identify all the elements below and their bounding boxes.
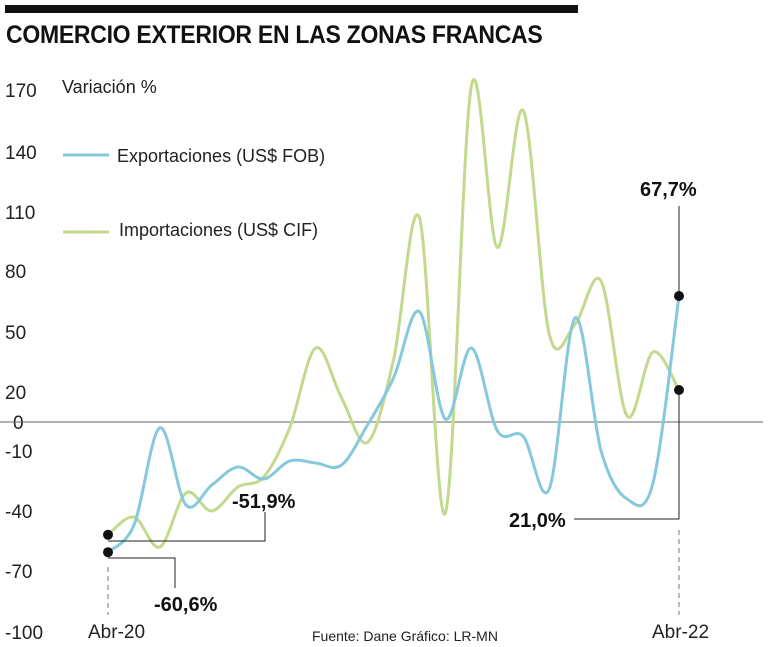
y-tick-label: -40 — [5, 502, 32, 523]
y-tick-label: 110 — [5, 203, 35, 224]
top-rule — [5, 5, 578, 13]
leader-line-imp-end — [574, 394, 680, 520]
legend-label-importaciones: Importaciones (US$ CIF) — [119, 220, 318, 240]
annotation-exp-end: 67,7% — [640, 179, 697, 201]
x-tick-label-start: Abr-20 — [88, 622, 145, 643]
series-line-importaciones — [107, 78, 681, 549]
source-note: Fuente: Dane Gráfico: LR-MN — [312, 628, 498, 644]
leader-line-exp-start — [108, 557, 176, 588]
annotation-exp-start: -60,6% — [154, 594, 218, 616]
marker-imp-end — [674, 385, 684, 395]
y-axis-ticks: 170 140 110 80 50 20 0 -10 -40 -70 -100 — [5, 81, 43, 644]
x-tick-label-end: Abr-22 — [652, 622, 709, 643]
y-tick-label: -70 — [5, 562, 32, 583]
annotation-imp-end: 21,0% — [509, 510, 566, 532]
legend: Exportaciones (US$ FOB) Importaciones (U… — [63, 146, 325, 240]
marker-exp-start — [103, 547, 113, 558]
y-tick-label: 170 — [5, 81, 37, 102]
y-tick-label: -100 — [5, 623, 43, 644]
annotation-imp-start: -51,9% — [232, 491, 296, 513]
y-axis-label: Variación % — [62, 77, 157, 97]
marker-imp-start — [103, 529, 113, 540]
y-tick-label: 140 — [5, 143, 37, 164]
y-tick-label: 20 — [5, 383, 26, 404]
leader-line-imp-start — [108, 512, 266, 542]
chart-title: COMERCIO EXTERIOR EN LAS ZONAS FRANCAS — [6, 21, 543, 49]
y-tick-label: 80 — [5, 262, 26, 283]
y-tick-label: 50 — [5, 323, 26, 344]
marker-exp-end — [674, 291, 684, 302]
y-tick-label: -10 — [5, 442, 32, 463]
y-tick-label: 0 — [13, 413, 24, 434]
legend-label-exportaciones: Exportaciones (US$ FOB) — [117, 146, 325, 166]
series-line-exportaciones — [106, 295, 681, 554]
